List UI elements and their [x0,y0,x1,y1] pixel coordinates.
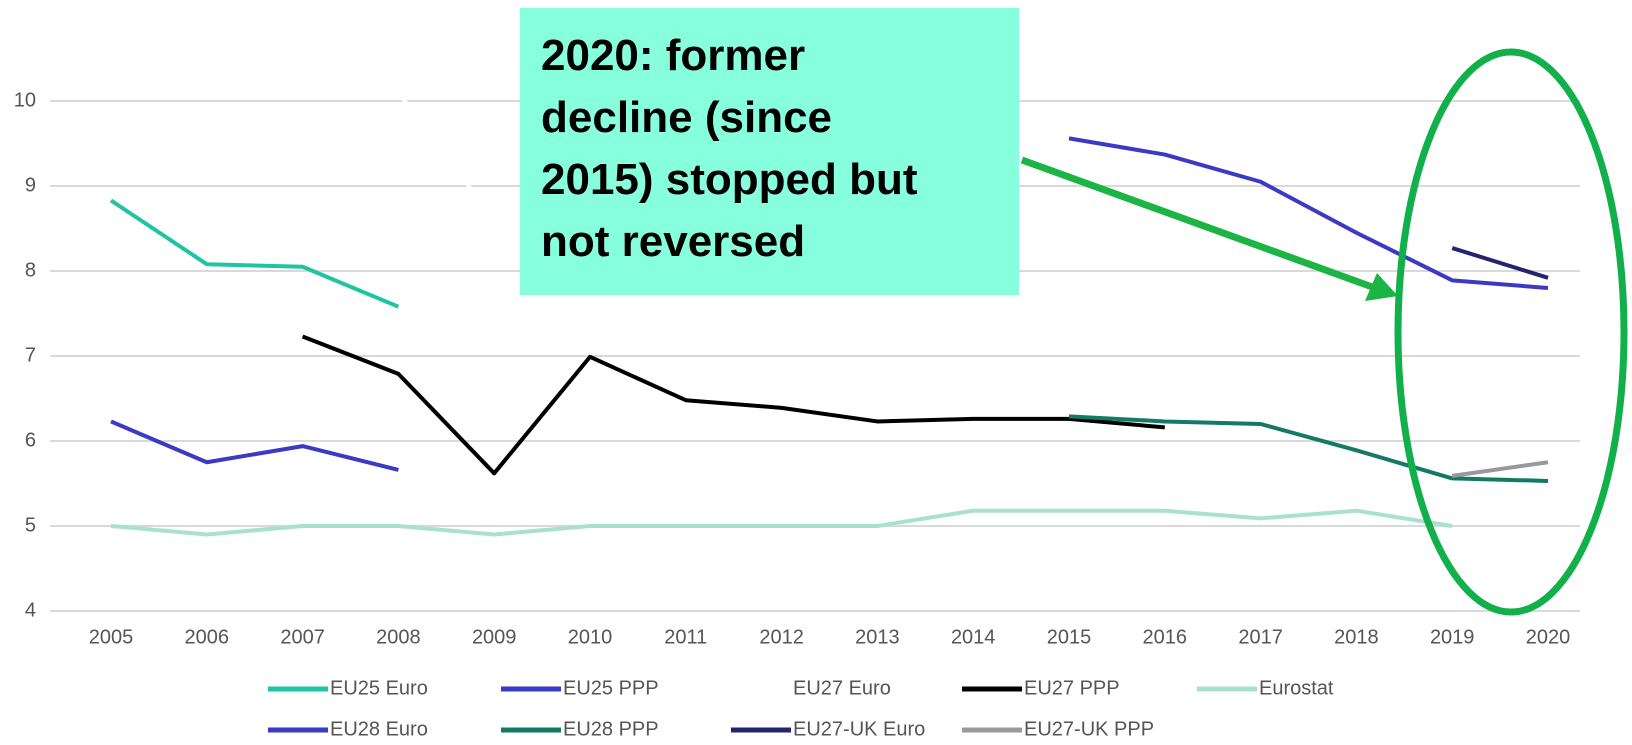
x-tick-label: 2010 [568,626,613,648]
x-tick-label: 2015 [1047,626,1092,648]
series-line [1068,414,1549,483]
series-line [109,198,400,309]
legend-label: EU25 PPP [563,677,659,699]
x-tick-label: 2005 [89,626,134,648]
annotation-text: decline (since [541,93,832,142]
x-tick-label: 2014 [951,626,996,648]
legend-label: EU25 Euro [330,677,428,699]
series-line [1451,246,1549,280]
x-tick-label: 2013 [855,626,900,648]
series-line [301,334,1165,476]
legend-label: EU28 Euro [330,718,428,740]
x-tick-label: 2009 [472,626,517,648]
legend-label: Eurostat [1259,677,1334,699]
legend-label: EU28 PPP [563,718,659,740]
x-tick-label: 2017 [1238,626,1283,648]
x-tick-label: 2016 [1143,626,1188,648]
x-tick-label: 2008 [376,626,421,648]
x-tick-label: 2007 [280,626,325,648]
legend-label: EU27 PPP [1024,677,1120,699]
series-line [110,419,399,472]
annotation-text: not reversed [541,217,805,266]
arrow-shaft [1020,156,1377,292]
x-tick-label: 2011 [664,626,707,648]
x-tick-label: 2018 [1334,626,1379,648]
series-line [1451,460,1549,478]
arrow-head [1365,273,1398,301]
x-tick-label: 2019 [1430,626,1475,648]
annotation-text: 2015) stopped but [541,155,918,204]
legend-label: EU27 Euro [793,677,891,699]
y-tick-label: 7 [25,344,36,366]
legend-label: EU27-UK PPP [1024,718,1154,740]
series-line [1068,136,1549,290]
x-tick-label: 2020 [1526,626,1571,648]
y-tick-label: 9 [25,174,36,196]
highlight-ellipse [1394,48,1628,616]
annotation-text: 2020: former [541,31,805,80]
y-tick-label: 5 [25,514,36,536]
series-line [110,508,1453,537]
annotation-box [520,8,1019,295]
y-tick-label: 4 [25,599,36,621]
y-tick-label: 6 [25,429,36,451]
legend-label: EU27-UK Euro [793,718,925,740]
x-tick-label: 2012 [759,626,804,648]
y-tick-label: 8 [25,259,36,281]
y-tick-label: 10 [14,89,36,111]
x-tick-label: 2006 [185,626,230,648]
